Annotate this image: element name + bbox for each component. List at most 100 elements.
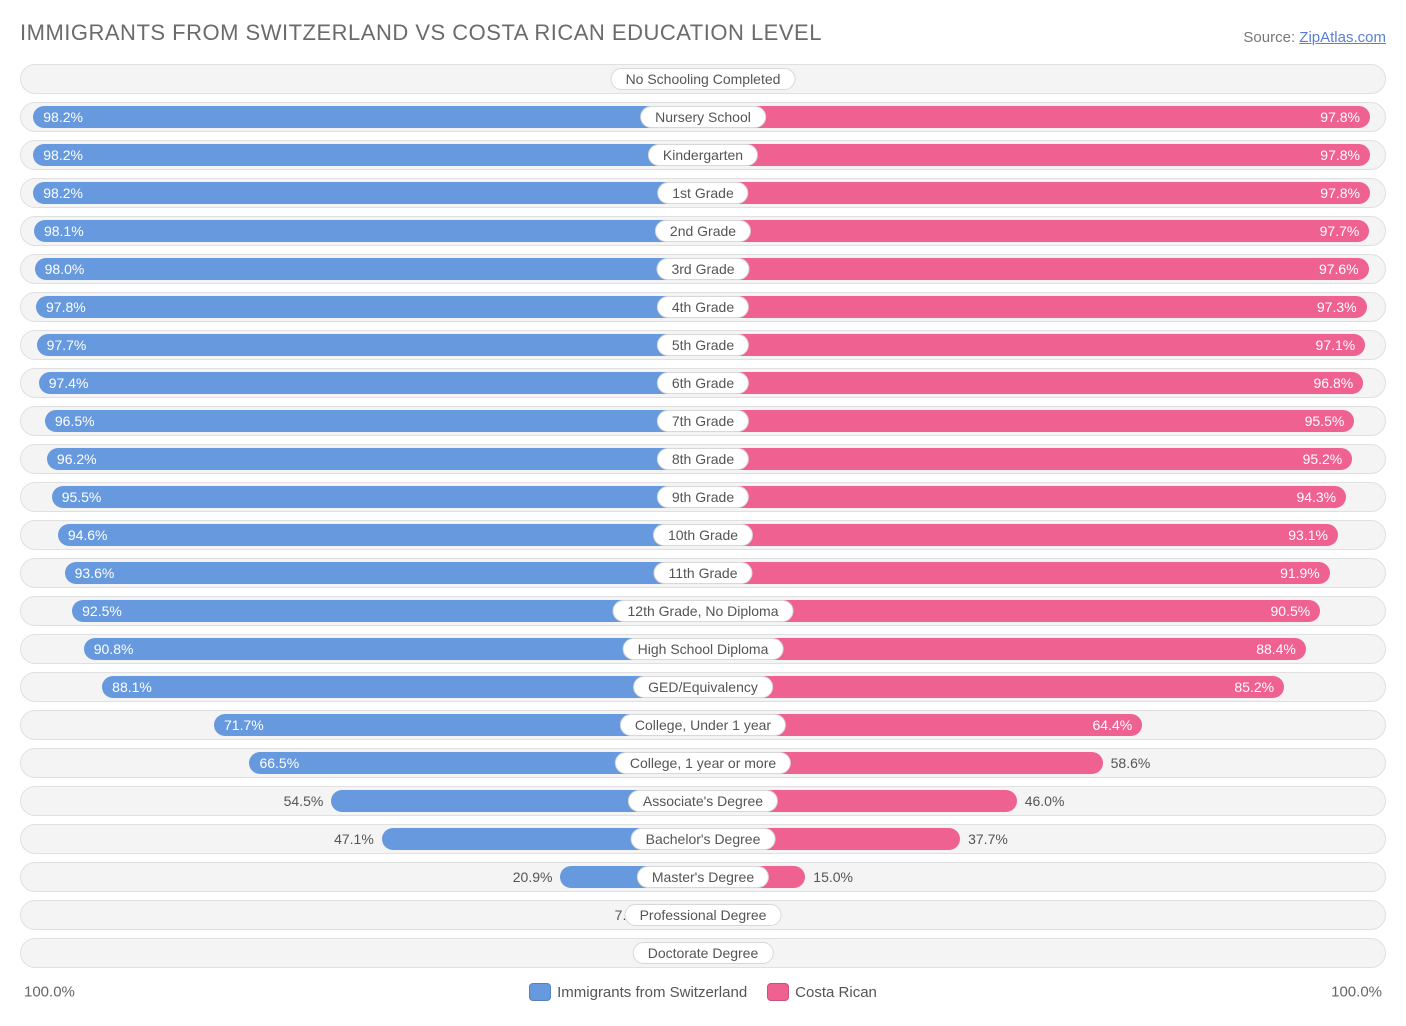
value-label-right: 93.1% [1288, 527, 1328, 543]
category-label: College, 1 year or more [615, 752, 791, 774]
left-half: 97.8% [21, 293, 703, 321]
right-half: 97.8% [703, 179, 1385, 207]
bar-right [703, 334, 1365, 356]
chart-row: 71.7%64.4%College, Under 1 year [20, 710, 1386, 740]
axis-max-right: 100.0% [1331, 984, 1382, 1001]
value-label-right: 64.4% [1093, 717, 1133, 733]
chart-row: 7.1%4.5%Professional Degree [20, 900, 1386, 930]
value-label-right: 94.3% [1296, 489, 1336, 505]
value-label-right: 58.6% [1111, 755, 1151, 771]
value-label-right: 90.5% [1271, 603, 1311, 619]
bar-right [703, 258, 1369, 280]
right-half: 95.2% [703, 445, 1385, 473]
value-label-right: 97.1% [1316, 337, 1356, 353]
bar-left [33, 144, 703, 166]
source-label: Source: [1243, 29, 1295, 46]
category-label: 3rd Grade [656, 258, 749, 280]
value-label-right: 91.9% [1280, 565, 1320, 581]
header: IMMIGRANTS FROM SWITZERLAND VS COSTA RIC… [20, 20, 1386, 46]
category-label: GED/Equivalency [633, 676, 773, 698]
category-label: Bachelor's Degree [631, 828, 776, 850]
value-label-right: 96.8% [1313, 375, 1353, 391]
bar-right [703, 144, 1370, 166]
right-half: 93.1% [703, 521, 1385, 549]
bar-left [35, 258, 703, 280]
right-half: 4.5% [703, 901, 1385, 929]
chart-row: 54.5% 46.0% Associate's Degree [20, 786, 1386, 816]
right-half: 37.7% [703, 825, 1385, 853]
value-label-left: 66.5% [259, 755, 299, 771]
value-label-left: 98.2% [43, 147, 83, 163]
right-half: 97.3% [703, 293, 1385, 321]
bar-right [703, 524, 1338, 546]
chart-row: 98.2%97.8%1st Grade [20, 178, 1386, 208]
category-label: 9th Grade [657, 486, 749, 508]
value-label-right: 97.3% [1317, 299, 1357, 315]
category-label: Doctorate Degree [633, 942, 774, 964]
value-label-left: 98.1% [44, 223, 84, 239]
bar-right [703, 638, 1306, 660]
value-label-right: 46.0% [1025, 793, 1065, 809]
right-half: 94.3% [703, 483, 1385, 511]
chart-row: 66.5% 58.6% College, 1 year or more [20, 748, 1386, 778]
bar-right [703, 296, 1367, 318]
left-half: 98.2% [21, 103, 703, 131]
category-label: Professional Degree [625, 904, 782, 926]
left-half: 90.8% [21, 635, 703, 663]
chart-area: 1.8%2.2%No Schooling Completed98.2%97.8%… [20, 64, 1386, 968]
chart-title: IMMIGRANTS FROM SWITZERLAND VS COSTA RIC… [20, 20, 822, 46]
bar-left [37, 334, 703, 356]
category-label: 8th Grade [657, 448, 749, 470]
chart-row: 98.2%97.8%Nursery School [20, 102, 1386, 132]
legend-item-left: Immigrants from Switzerland [529, 983, 747, 1001]
left-half: 97.7% [21, 331, 703, 359]
bar-right [703, 372, 1363, 394]
left-half: 47.1% [21, 825, 703, 853]
chart-row: 97.4%96.8%6th Grade [20, 368, 1386, 398]
chart-row: 95.5%94.3%9th Grade [20, 482, 1386, 512]
chart-row: 96.5%95.5%7th Grade [20, 406, 1386, 436]
value-label-left: 71.7% [224, 717, 264, 733]
left-half: 98.2% [21, 141, 703, 169]
value-label-left: 92.5% [82, 603, 122, 619]
category-label: 7th Grade [657, 410, 749, 432]
bar-left [33, 106, 703, 128]
value-label-right: 95.2% [1303, 451, 1343, 467]
bar-left [58, 524, 703, 546]
left-half: 3.1% [21, 939, 703, 967]
right-half: 1.8% [703, 939, 1385, 967]
left-half: 20.9% [21, 863, 703, 891]
chart-row: 97.8% 97.3% 4th Grade [20, 292, 1386, 322]
chart-row: 94.6%93.1%10th Grade [20, 520, 1386, 550]
category-label: Kindergarten [648, 144, 758, 166]
chart-footer: 100.0% Immigrants from Switzerland Costa… [20, 978, 1386, 1006]
value-label-left: 97.7% [47, 337, 87, 353]
source-link[interactable]: ZipAtlas.com [1299, 29, 1386, 46]
left-half: 96.5% [21, 407, 703, 435]
category-label: 4th Grade [657, 296, 749, 318]
chart-row: 97.7%97.1%5th Grade [20, 330, 1386, 360]
value-label-left: 98.2% [43, 109, 83, 125]
value-label-right: 37.7% [968, 831, 1008, 847]
chart-row: 98.1%97.7%2nd Grade [20, 216, 1386, 246]
right-half: 97.8% [703, 141, 1385, 169]
bar-right [703, 220, 1369, 242]
right-half: 85.2% [703, 673, 1385, 701]
value-label-left: 96.2% [57, 451, 97, 467]
value-label-right: 85.2% [1234, 679, 1274, 695]
value-label-left: 90.8% [94, 641, 134, 657]
chart-row: 47.1% 37.7% Bachelor's Degree [20, 824, 1386, 854]
category-label: Associate's Degree [628, 790, 778, 812]
value-label-left: 54.5% [284, 793, 324, 809]
bar-right [703, 600, 1320, 622]
right-half: 97.8% [703, 103, 1385, 131]
value-label-right: 15.0% [813, 869, 853, 885]
value-label-left: 96.5% [55, 413, 95, 429]
right-half: 91.9% [703, 559, 1385, 587]
category-label: 10th Grade [653, 524, 753, 546]
chart-row: 93.6%91.9%11th Grade [20, 558, 1386, 588]
bar-right [703, 676, 1284, 698]
bar-left [102, 676, 703, 698]
right-half: 2.2% [703, 65, 1385, 93]
category-label: 11th Grade [653, 562, 752, 584]
